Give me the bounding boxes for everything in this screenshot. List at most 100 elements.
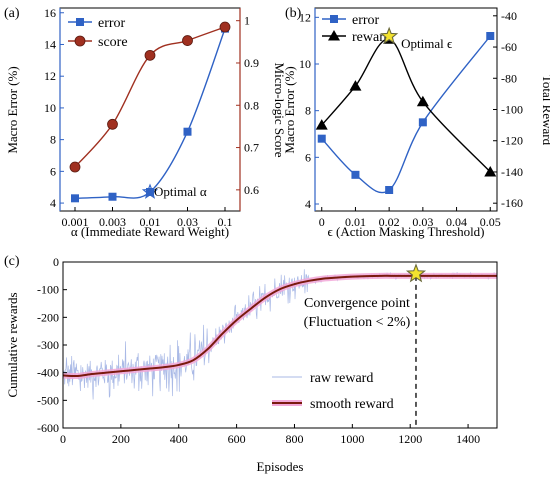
- b-series-error-line: [321, 35, 491, 194]
- a-legend-label: error: [98, 16, 126, 31]
- panel-c-frame: [62, 261, 498, 429]
- c-legend-raw-label: raw reward: [310, 371, 373, 386]
- a-legend-label: score: [98, 35, 128, 50]
- a-ytick-left-label: 10: [44, 101, 56, 115]
- c-xtick-label: 1000: [340, 432, 364, 446]
- a-point-score: [144, 49, 156, 61]
- c-ytick-label: -500: [37, 393, 59, 407]
- panel-b-xlabel: ϵ (Action Masking Threshold): [327, 224, 484, 239]
- a-ytick-right-label: 0.7: [244, 141, 259, 155]
- b-series-reward-line: [321, 38, 491, 173]
- a-annotation: Optimal α: [154, 184, 207, 199]
- b-ytick-right-label: -120: [501, 134, 523, 148]
- panel-b-ylabel-left: Macro Error (%): [282, 66, 297, 153]
- b-xtick-label: 0.03: [412, 215, 433, 229]
- c-convergence-star: [405, 263, 427, 283]
- b-xtick-label: 0.04: [446, 215, 467, 229]
- panel-a-ylabel-right: Micro-logic Score: [272, 63, 287, 158]
- a-ytick-left-label: 16: [44, 6, 56, 20]
- c-annotation-line1: Convergence point: [304, 296, 410, 311]
- a-ytick-left-label: 14: [44, 37, 56, 51]
- b-optimal-star: [380, 26, 399, 44]
- panel-a-frame: [59, 7, 241, 212]
- c-ytick-label: -400: [37, 366, 59, 380]
- a-ytick-left-label: 8: [50, 133, 56, 147]
- a-ytick-left-label: 4: [50, 196, 56, 210]
- panel-c-ylabel: Cumulative rewards: [5, 292, 20, 397]
- a-ytick-left-label: 12: [44, 69, 56, 83]
- c-ytick-label: -300: [37, 338, 59, 352]
- c-ytick-label: 0: [53, 255, 59, 269]
- a-point-score: [107, 118, 118, 130]
- c-xtick-label: 1200: [398, 432, 422, 446]
- b-xtick-label: 0: [319, 215, 325, 229]
- c-xtick-label: 0: [60, 432, 66, 446]
- a-ytick-left-label: 6: [50, 164, 56, 178]
- b-ytick-left-label: 10: [299, 57, 311, 71]
- a-xtick-label: 0.01: [140, 215, 161, 229]
- a-point-error: [108, 192, 117, 201]
- b-point-error: [317, 134, 326, 143]
- a-legend-marker: [76, 18, 84, 26]
- panel-c-xlabel: Episodes: [257, 459, 304, 474]
- c-ytick-label: -100: [37, 283, 59, 297]
- c-legend-smooth-label: smooth reward: [310, 397, 394, 412]
- c-annotation-line2: (Fluctuation < 2%): [304, 315, 411, 330]
- b-ytick-right-label: -140: [501, 165, 523, 179]
- panel-b-ylabel-right: Total Reward: [540, 75, 550, 146]
- b-point-error: [351, 170, 360, 179]
- a-ytick-right-label: 1: [244, 14, 250, 28]
- b-point-reward: [315, 119, 328, 130]
- b-ytick-right-label: -80: [501, 71, 517, 85]
- panel-a-xlabel: α (Immediate Reward Weight): [71, 224, 229, 239]
- c-smooth-halo: [62, 272, 497, 380]
- b-ytick-right-label: -160: [501, 196, 523, 210]
- panel-a: (a) 0.001 0.003 0.01 0.03 0.1 4 6 8 10 12 14 16 0.6 0…: [4, 6, 287, 239]
- b-point-reward: [484, 165, 497, 177]
- b-ytick-right-label: -60: [501, 40, 517, 54]
- c-xtick-label: 600: [228, 432, 246, 446]
- a-series-error-line: [74, 28, 226, 200]
- b-legend-marker: [330, 15, 338, 23]
- c-xtick-label: 200: [112, 432, 130, 446]
- panel-a-legend: error score: [68, 16, 128, 50]
- c-ytick-label: -200: [37, 310, 59, 324]
- b-ytick-right-label: -100: [501, 103, 523, 117]
- a-ytick-right-label: 0.8: [244, 98, 259, 112]
- panel-c: (c) 0 200 400 600 800 1000 1200 1400 0 -100 -200 -3…: [4, 254, 498, 474]
- a-point-error: [146, 187, 154, 196]
- c-xtick-label: 800: [285, 432, 303, 446]
- b-legend-marker: [328, 30, 340, 41]
- b-annotation: Optimal ϵ: [401, 36, 452, 51]
- panel-b: (b) 0 0.01 0.02 0.03 0.04 0.05 4 6 8 10 12 -160 -140…: [282, 6, 550, 239]
- b-ytick-left-label: 12: [299, 10, 311, 24]
- b-point-error: [385, 186, 394, 194]
- b-xtick-label: 0.01: [345, 215, 366, 229]
- panel-c-label: (c): [4, 254, 20, 269]
- a-ytick-right-label: 0.9: [244, 56, 259, 70]
- a-point-score: [69, 161, 81, 173]
- a-point-error: [71, 194, 79, 203]
- b-xtick-label: 0.05: [480, 215, 501, 229]
- b-ytick-left-label: 4: [305, 197, 311, 211]
- panel-c-legend: raw reward smooth reward: [272, 371, 394, 412]
- a-legend-marker: [74, 35, 86, 47]
- panel-b-label: (b): [285, 6, 302, 21]
- b-point-error: [418, 118, 427, 127]
- c-series-smooth-reward-line: [62, 274, 497, 378]
- a-xtick-label: 0.001: [62, 215, 89, 229]
- a-xtick-label: 0.1: [218, 215, 233, 229]
- b-point-reward: [416, 95, 429, 107]
- a-point-score: [182, 35, 193, 46]
- panel-a-label: (a): [4, 6, 20, 21]
- a-point-error: [183, 127, 192, 136]
- b-xtick-label: 0.02: [379, 215, 400, 229]
- b-ytick-left-label: 6: [305, 150, 311, 164]
- b-point-reward: [349, 80, 362, 91]
- panel-a-ylabel-left: Macro Error (%): [5, 66, 20, 153]
- a-xtick-label: 0.003: [99, 215, 126, 229]
- c-ytick-label: -600: [37, 421, 59, 435]
- c-xtick-label: 400: [170, 432, 188, 446]
- c-xtick-label: 1400: [456, 432, 480, 446]
